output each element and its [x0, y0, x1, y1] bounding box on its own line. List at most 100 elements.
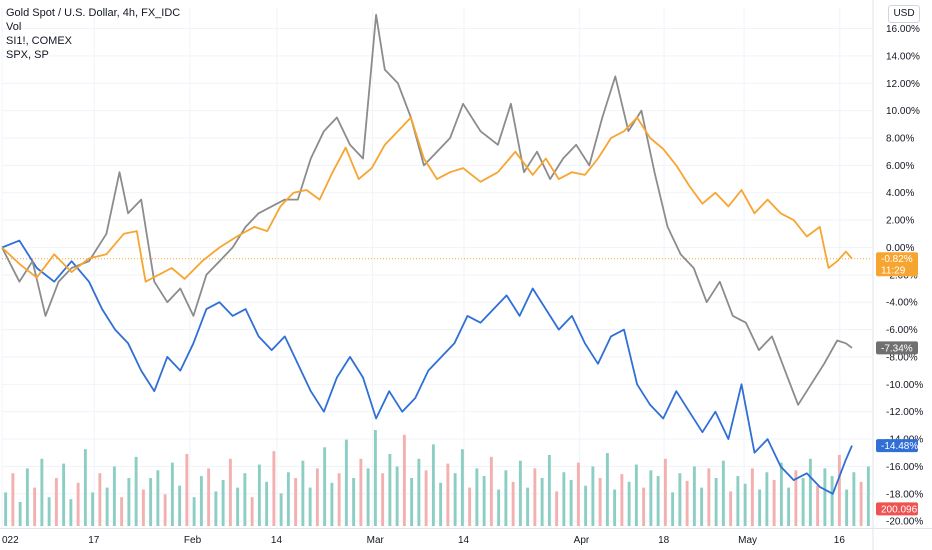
volume-bar: [562, 472, 566, 526]
volume-bar: [750, 468, 754, 526]
volume-bar: [518, 460, 522, 526]
volume-bar: [439, 482, 443, 526]
x-tick-label: 18: [658, 535, 670, 546]
volume-bar: [685, 480, 689, 526]
volume-bar: [388, 454, 392, 526]
volume-bar: [265, 481, 269, 526]
volume-bar: [707, 468, 711, 526]
volume-bar: [649, 470, 653, 526]
volume-bar: [446, 463, 450, 526]
volume-bar: [866, 466, 870, 526]
y-tick-label: -10.00%: [886, 380, 923, 391]
volume-bar: [83, 449, 87, 526]
series-line-silver: [1, 13, 853, 406]
volume-bar: [547, 454, 551, 526]
y-tick-label: 8.00%: [886, 134, 914, 145]
volume-bar: [576, 462, 580, 526]
volume-bar: [721, 460, 725, 526]
volume-bar: [286, 472, 290, 526]
y-tick-label: -6.00%: [886, 325, 918, 336]
volume-bar: [250, 497, 254, 526]
volume-bar: [54, 478, 58, 526]
volume-bar: [11, 473, 15, 526]
volume-bar: [330, 482, 334, 526]
legend-volume[interactable]: Vol: [6, 21, 22, 33]
volume-bar: [395, 466, 399, 526]
volume-bar: [555, 491, 559, 526]
volume-badge-text: 200.096K: [881, 504, 924, 515]
volume-bar: [569, 479, 573, 526]
x-tick-label: Mar: [367, 535, 385, 546]
x-tick-label: 022: [2, 535, 19, 546]
legend-spx-symbol[interactable]: SPX, SP: [6, 49, 49, 61]
volume-bar: [663, 458, 667, 526]
volume-bar: [257, 464, 261, 526]
volume-bar: [823, 468, 827, 526]
volume-bar: [192, 497, 196, 526]
gold-badge-time: 11:29: [881, 266, 906, 277]
volume-bars: [4, 430, 870, 526]
series-line-spx: [1, 239, 853, 495]
volume-bar: [170, 462, 174, 526]
volume-bar: [431, 444, 435, 526]
volume-bar: [533, 468, 537, 526]
volume-badge-bg: [876, 502, 918, 516]
y-tick-label: 12.00%: [886, 79, 920, 90]
last-value-badges: -0.82%11:29 -7.34% -14.48% 200.096K: [876, 252, 924, 516]
volume-bar: [475, 468, 479, 526]
y-tick-label: 14.00%: [886, 51, 920, 62]
gold-badge-bg: [876, 252, 918, 277]
volume-bar: [736, 476, 740, 526]
y-tick-label: 6.00%: [886, 161, 914, 172]
volume-bar: [18, 502, 22, 526]
volume-bar: [584, 485, 588, 526]
volume-bar: [779, 462, 783, 526]
volume-bar: [112, 466, 116, 526]
x-tick-label: 14: [458, 535, 470, 546]
currency-unit-button[interactable]: USD: [888, 5, 920, 23]
volume-bar: [482, 476, 486, 526]
volume-bar: [91, 492, 95, 526]
volume-bar: [156, 470, 160, 526]
volume-bar: [671, 492, 675, 526]
volume-bar: [402, 434, 406, 526]
volume-bar: [801, 478, 805, 526]
series-lines: [1, 13, 853, 495]
volume-bar: [453, 473, 457, 526]
chart-legend: Gold Spot / U.S. Dollar, 4h, FX_IDC Vol …: [6, 6, 180, 62]
volume-bar: [40, 458, 44, 526]
volume-bar: [344, 439, 348, 526]
volume-bar: [852, 472, 856, 526]
volume-bar: [787, 487, 791, 526]
volume-bar: [765, 472, 769, 526]
volume-bar: [526, 487, 530, 526]
legend-main-symbol[interactable]: Gold Spot / U.S. Dollar, 4h, FX_IDC: [6, 7, 181, 19]
volume-bar: [620, 474, 624, 526]
volume-bar: [830, 476, 834, 526]
volume-bar: [76, 482, 80, 526]
volume-bar: [504, 470, 508, 526]
volume-bar: [373, 430, 377, 526]
volume-bar: [141, 489, 145, 526]
volume-bar: [460, 449, 464, 526]
volume-bar: [816, 485, 820, 526]
volume-bar: [489, 456, 493, 526]
volume-bar: [656, 476, 660, 526]
y-tick-label: -12.00%: [886, 407, 923, 418]
volume-bar: [772, 479, 776, 526]
volume-bar: [199, 476, 203, 526]
volume-bar: [678, 473, 682, 526]
volume-bar: [127, 478, 131, 526]
legend-silver-symbol[interactable]: SI1!, COMEX: [6, 35, 73, 47]
spx-badge-bg: [876, 439, 918, 453]
volume-bar: [692, 466, 696, 526]
volume-bar: [700, 487, 704, 526]
x-tick-label: 17: [88, 535, 100, 546]
volume-bar: [352, 478, 356, 526]
volume-bar: [598, 478, 602, 526]
y-tick-label: -4.00%: [886, 298, 918, 309]
volume-bar: [359, 458, 363, 526]
volume-bar: [634, 464, 638, 526]
